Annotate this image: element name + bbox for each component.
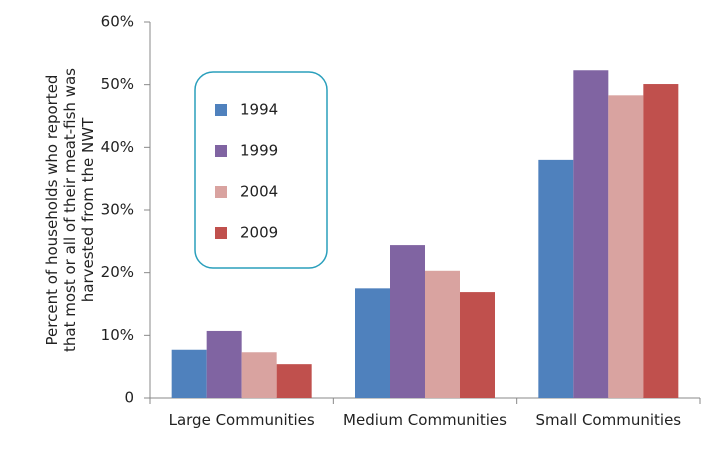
legend-swatch bbox=[215, 104, 227, 116]
bar bbox=[643, 84, 679, 398]
bar bbox=[355, 288, 390, 398]
legend-swatch bbox=[215, 227, 227, 239]
x-tick-label: Large Communities bbox=[168, 411, 315, 429]
y-tick-label: 20% bbox=[101, 263, 134, 281]
y-axis-title-line: Percent of households who reported bbox=[43, 74, 61, 346]
x-tick-label: Small Communities bbox=[535, 411, 682, 429]
y-tick-label: 10% bbox=[101, 326, 134, 344]
y-tick-label: 40% bbox=[101, 138, 134, 156]
legend-box bbox=[194, 71, 328, 269]
y-tick-label: 60% bbox=[101, 13, 134, 31]
bar bbox=[538, 159, 574, 398]
y-axis-title-line: harvested from the NWT bbox=[79, 117, 97, 303]
legend-label: 1994 bbox=[240, 101, 278, 119]
legend-swatch bbox=[215, 145, 227, 157]
bar bbox=[206, 330, 242, 398]
bar bbox=[425, 270, 460, 398]
bar bbox=[241, 352, 277, 398]
y-tick-label: 30% bbox=[101, 201, 134, 219]
bar bbox=[460, 292, 495, 398]
bar bbox=[390, 245, 425, 398]
legend-label: 2004 bbox=[240, 183, 278, 201]
bar bbox=[171, 349, 207, 398]
legend-label: 1999 bbox=[240, 142, 278, 160]
x-tick-label: Medium Communities bbox=[343, 411, 507, 429]
y-tick-label: 0 bbox=[124, 389, 134, 407]
legend-label: 2009 bbox=[240, 224, 278, 242]
y-tick-label: 50% bbox=[101, 75, 134, 93]
bar bbox=[573, 70, 609, 399]
y-axis-title: Percent of households who reported that m… bbox=[43, 10, 97, 410]
bar bbox=[276, 364, 312, 398]
bar bbox=[608, 95, 644, 398]
legend-swatch bbox=[215, 186, 227, 198]
y-axis-title-line: that most or all of their meat-fish was bbox=[61, 68, 79, 352]
